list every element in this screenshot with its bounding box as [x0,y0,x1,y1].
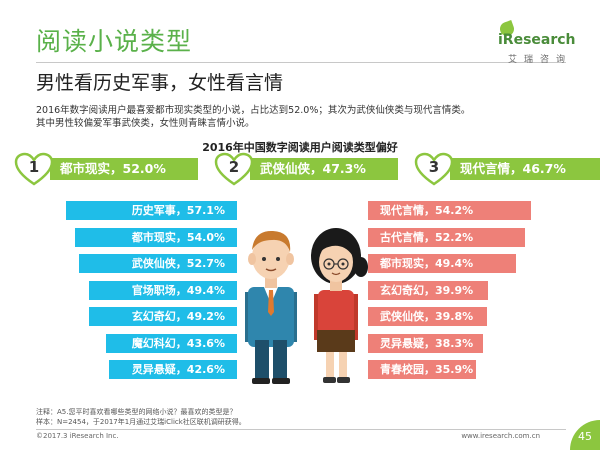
male-bar: 官场职场，49.4% [88,280,237,300]
heart-icon [414,152,454,186]
page-number: 45 [570,420,600,450]
female-figure-icon [311,228,368,383]
heart-icon [214,152,254,186]
female-bar: 都市现实，49.4% [368,254,517,273]
male-bar: 玄幻奇幻，49.2% [89,307,237,326]
iresearch-logo: iResearch 艾瑞咨询 [488,20,578,68]
male-bar: 灵异悬疑，42.6% [109,360,237,379]
female-bar: 古代言情，52.2% [368,227,525,247]
heart-icon [14,152,54,186]
male-female-illustration [245,228,368,384]
female-bar: 灵异悬疑，38.3% [368,333,483,353]
male-bar: 都市现实，54.0% [75,227,237,247]
male-bar: 魔幻科幻，43.6% [106,333,237,353]
female-bar: 武侠仙侠，39.8% [368,307,488,326]
footnote: 注释：A5.您平时喜欢看哪些类型的网络小说？最喜欢的类型是？ 样本：N=2454… [36,407,246,427]
top3-header-3: 现代言情，46.7% 3 [414,152,600,186]
female-bar: 玄幻奇幻，39.9% [368,280,488,300]
footnote-line-1: 注释：A5.您平时喜欢看哪些类型的网络小说？最喜欢的类型是？ [36,408,237,416]
male-figure-icon [245,230,297,384]
description-line-1: 2016年数字阅读用户最喜爱都市现实类型的小说，占比达到52.0%；其次为武侠仙… [36,105,471,116]
male-bar: 历史军事，57.1% [65,201,237,220]
rank-number: 2 [228,158,240,176]
footnote-line-2: 样本：N=2454，于2017年1月通过艾瑞iClick社区联机调研获得。 [36,418,246,426]
top3-header-2: 武侠仙侠，47.3% 2 [214,152,398,186]
subtitle: 男性看历史军事，女性看言情 [36,72,284,94]
chart-title: 2016年中国数字阅读用户阅读类型偏好 [202,141,398,154]
top3-label: 武侠仙侠，47.3% [250,158,398,180]
description: 2016年数字阅读用户最喜爱都市现实类型的小说，占比达到52.0%；其次为武侠仙… [36,104,576,130]
female-bar: 青春校园，35.9% [368,360,476,379]
copyright: ©2017.3 iResearch Inc. [36,432,119,440]
top3-label: 现代言情，46.7% [450,158,600,180]
logo-sub: 艾瑞咨询 [508,55,573,65]
female-bar: 现代言情，54.2% [368,201,531,220]
title-divider [36,62,566,63]
rank-number: 1 [28,158,40,176]
top3-header-1: 都市现实，52.0% 1 [14,152,198,186]
page-title: 阅读小说类型 [36,27,193,56]
website-link[interactable]: www.iresearch.com.cn [461,432,540,440]
male-bar: 武侠仙侠，52.7% [78,254,237,273]
footer-divider [36,429,566,430]
rank-number: 3 [428,158,440,176]
logo-brand: iResearch [498,32,576,48]
top3-label: 都市现实，52.0% [50,158,198,180]
description-line-2: 其中男性较偏爱军事武侠类，女性则青睐言情小说。 [36,118,255,129]
